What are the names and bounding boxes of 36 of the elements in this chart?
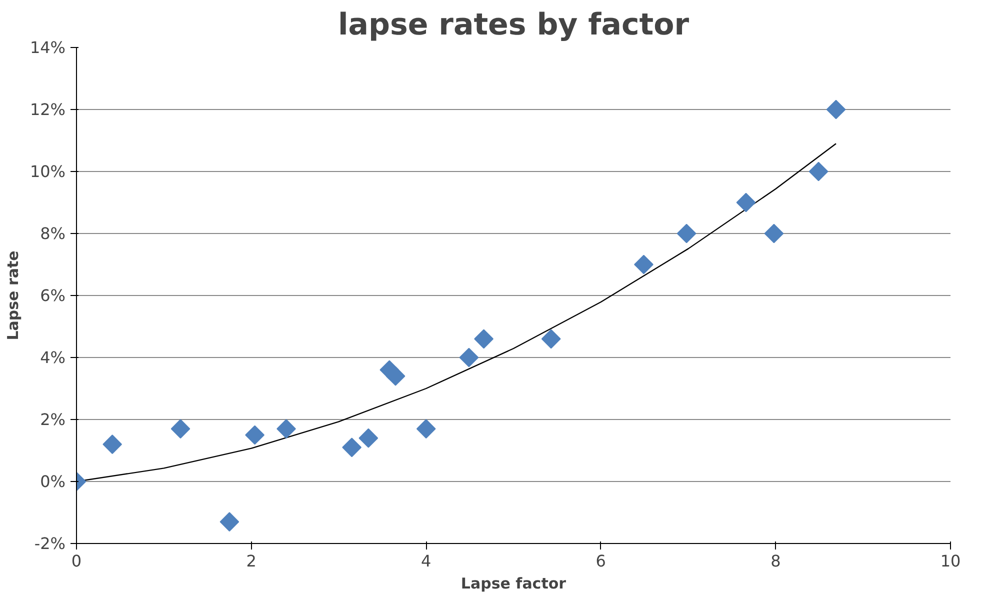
point <box>826 100 846 120</box>
y-tick-label: 10% <box>30 162 66 181</box>
x-tick-label: 4 <box>421 552 432 570</box>
point <box>245 425 264 445</box>
point <box>474 329 494 349</box>
y-tick-label: 6% <box>40 286 66 305</box>
y-tick-label: 12% <box>30 100 66 119</box>
point <box>416 419 436 438</box>
point <box>541 329 561 349</box>
x-tick-label: 6 <box>596 552 606 570</box>
point <box>170 419 190 438</box>
point <box>342 438 362 458</box>
x-tick-label: 8 <box>770 552 781 570</box>
x-tick-label: 2 <box>246 552 256 570</box>
y-tick-label: 4% <box>40 348 66 367</box>
point <box>808 162 828 182</box>
point <box>220 512 240 532</box>
y-tick-label: 0% <box>40 472 66 491</box>
point <box>736 192 756 212</box>
point <box>358 428 378 448</box>
y-tick-label: 14% <box>30 38 66 57</box>
x-axis-title: Lapse factor <box>460 574 567 592</box>
y-axis-title: Lapse rate <box>4 250 22 340</box>
point <box>102 434 122 454</box>
y-tick-label: 8% <box>40 224 66 243</box>
point <box>276 419 296 438</box>
x-tick-label: 0 <box>71 552 82 570</box>
point <box>634 254 654 274</box>
chart-title: lapse rates by factor <box>338 8 690 42</box>
point <box>676 224 696 244</box>
x-tick-label: 10 <box>940 552 961 570</box>
point <box>386 366 406 386</box>
y-tick-label: 2% <box>40 410 66 429</box>
point <box>764 224 784 244</box>
y-tick-label: -2% <box>34 534 66 553</box>
point <box>459 348 479 368</box>
